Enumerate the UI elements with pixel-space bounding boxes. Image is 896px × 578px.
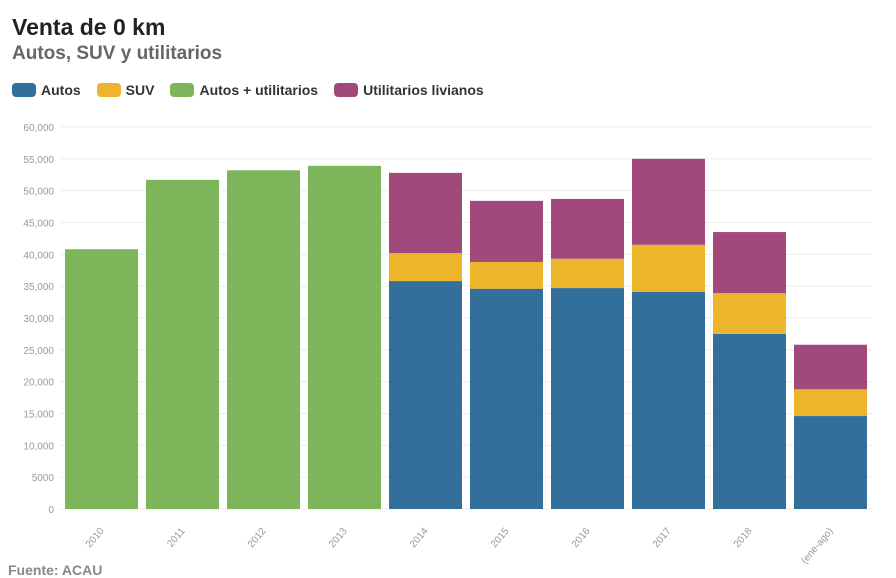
bar-suv-2014[interactable] <box>389 253 462 282</box>
x-tick-label: 2010 <box>84 526 107 550</box>
y-tick-label: 45,000 <box>23 219 54 230</box>
y-tick-label: 40,000 <box>23 250 54 261</box>
y-tick-label: 30,000 <box>23 314 54 325</box>
x-tick-label: 2018 <box>732 526 755 550</box>
y-tick-label: 50,000 <box>23 187 54 198</box>
y-tick-label: 20,000 <box>23 378 54 389</box>
y-tick-label: 35,000 <box>23 282 54 293</box>
bar-suv-2016[interactable] <box>551 258 624 289</box>
y-tick-label: 10,000 <box>23 441 54 452</box>
bar-autos-2015[interactable] <box>470 288 543 509</box>
bar-autos-eneago[interactable] <box>794 416 867 509</box>
legend-label: SUV <box>125 82 155 98</box>
bar-utilitarios-livianos-2017[interactable] <box>632 158 705 245</box>
legend-swatch <box>96 83 121 97</box>
bar-utilitarios-livianos-2015[interactable] <box>470 200 543 262</box>
bar-utilitarios-livianos-eneago[interactable] <box>794 344 867 390</box>
legend-swatch <box>170 83 195 97</box>
bar-suv-eneago[interactable] <box>794 389 867 417</box>
bar-autos-utilitarios-2010[interactable] <box>65 249 138 510</box>
chart-title: Venta de 0 km <box>12 14 166 40</box>
bar-autos-utilitarios-2012[interactable] <box>227 170 300 509</box>
legend-item[interactable]: Utilitarios livianos <box>334 82 484 98</box>
bar-autos-2018[interactable] <box>713 333 786 509</box>
y-tick-label: 0 <box>48 505 54 516</box>
legend-label: Autos + utilitarios <box>199 82 319 98</box>
y-tick-label: 55,000 <box>23 155 54 166</box>
bar-utilitarios-livianos-2018[interactable] <box>713 232 786 294</box>
y-tick-label: 60,000 <box>23 123 54 134</box>
bar-autos-utilitarios-2011[interactable] <box>146 179 219 510</box>
y-tick-label: 25,000 <box>23 346 54 357</box>
bar-suv-2017[interactable] <box>632 244 705 292</box>
x-tick-label: 2015 <box>489 526 512 550</box>
chart-subtitle: Autos, SUV y utilitarios <box>12 43 223 64</box>
legend-item[interactable]: SUV <box>96 82 155 98</box>
y-tick-label: 5000 <box>32 473 55 484</box>
bar-autos-2017[interactable] <box>632 291 705 509</box>
bar-utilitarios-livianos-2016[interactable] <box>551 198 624 259</box>
bar-utilitarios-livianos-2014[interactable] <box>389 172 462 254</box>
legend-label: Utilitarios livianos <box>363 82 484 98</box>
bar-autos-utilitarios-2013[interactable] <box>308 165 381 509</box>
legend-swatch <box>334 83 359 97</box>
x-tick-label: (ene-ago) <box>799 526 835 566</box>
legend-label: Autos <box>41 82 81 98</box>
legend-item[interactable]: Autos + utilitarios <box>170 82 318 98</box>
legend-item[interactable]: Autos <box>12 82 81 98</box>
bar-autos-2014[interactable] <box>389 281 462 509</box>
x-tick-label: 2014 <box>408 526 431 550</box>
x-tick-label: 2013 <box>327 526 350 550</box>
source-note: Fuente: ACAU <box>8 562 103 578</box>
y-tick-label: 15,000 <box>23 410 54 421</box>
x-tick-label: 2011 <box>165 526 188 550</box>
x-tick-label: 2012 <box>246 526 269 550</box>
bar-suv-2018[interactable] <box>713 293 786 334</box>
x-tick-label: 2016 <box>570 526 593 550</box>
bar-autos-2016[interactable] <box>551 288 624 509</box>
legend-swatch <box>12 83 36 97</box>
legend: Autos SUV Autos + utilitarios Utilitarios l… <box>12 82 484 98</box>
x-tick-label: 2017 <box>651 526 674 550</box>
bar-suv-2015[interactable] <box>470 261 543 289</box>
